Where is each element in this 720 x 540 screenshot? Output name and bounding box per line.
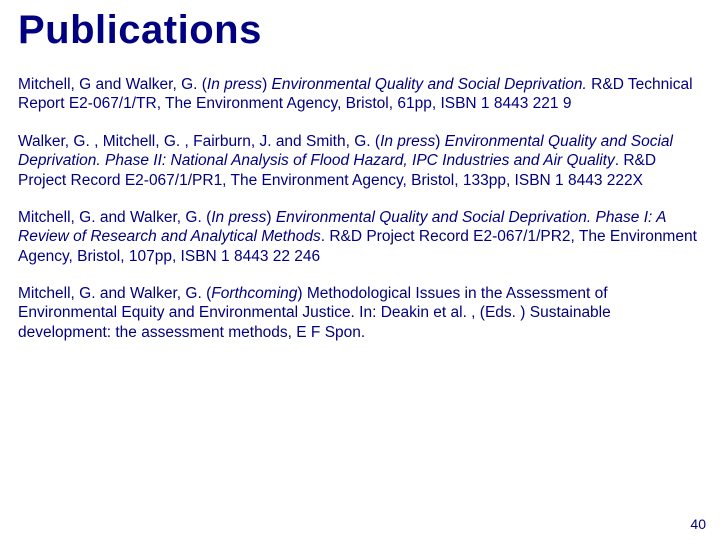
pub-text: Mitchell, G. and Walker, G. ( (18, 285, 211, 302)
publication-entry: Mitchell, G. and Walker, G. (Forthcoming… (18, 284, 702, 342)
slide-number: 40 (690, 516, 706, 532)
pub-text: Mitchell, G. and Walker, G. ( (18, 209, 211, 226)
pub-title-italic: Environmental Quality and Social Depriva… (272, 76, 587, 93)
pub-text: Walker, G. , Mitchell, G. , Fairburn, J.… (18, 133, 380, 150)
pub-text: ) (262, 76, 271, 93)
pub-status-italic: In press (207, 76, 262, 93)
pub-text: ) (266, 209, 275, 226)
pub-status-italic: In press (211, 209, 266, 226)
publication-entry: Walker, G. , Mitchell, G. , Fairburn, J.… (18, 132, 702, 190)
pub-status-italic: Forthcoming (211, 285, 297, 302)
pub-status-italic: In press (380, 133, 435, 150)
publication-entry: Mitchell, G. and Walker, G. (In press) E… (18, 208, 702, 266)
page-title: Publications (18, 8, 702, 53)
pub-text: ) (435, 133, 444, 150)
publication-entry: Mitchell, G and Walker, G. (In press) En… (18, 75, 702, 114)
pub-text: Mitchell, G and Walker, G. ( (18, 76, 207, 93)
